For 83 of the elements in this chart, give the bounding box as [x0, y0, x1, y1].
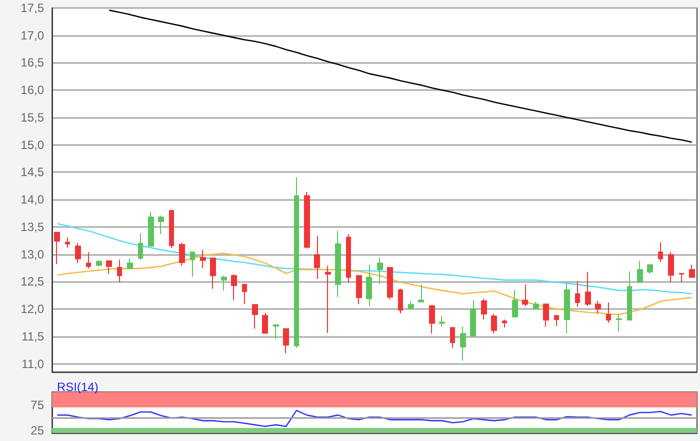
y-tick-label: 16,5	[20, 56, 44, 70]
candlestick	[470, 300, 476, 336]
candlestick	[491, 313, 497, 334]
y-tick-label: 25	[30, 423, 44, 438]
candlestick	[502, 318, 507, 328]
candlestick	[585, 271, 591, 306]
candlestick	[221, 275, 227, 291]
candlestick	[283, 328, 289, 354]
candlestick	[522, 284, 528, 307]
candlestick	[179, 242, 185, 266]
candlestick	[418, 284, 424, 302]
candlestick	[575, 280, 580, 308]
y-tick-label: 75	[30, 398, 44, 412]
candlestick	[658, 242, 663, 262]
chart-title: RSI(14)	[57, 380, 98, 394]
candlestick	[543, 304, 549, 328]
candlestick	[637, 260, 643, 283]
candlestick	[398, 288, 403, 314]
candlestick	[460, 326, 466, 362]
candlestick	[96, 260, 102, 267]
candlestick	[554, 315, 559, 327]
y-tick-label: 16,0	[20, 83, 44, 98]
candlestick	[335, 230, 341, 298]
candlestick	[533, 301, 539, 310]
y-tick-label: 11,5	[22, 329, 44, 344]
y-tick-label: 17,5	[20, 1, 44, 15]
candlestick	[127, 258, 133, 270]
candlestick	[647, 264, 653, 274]
candlestick	[450, 327, 455, 348]
candlestick	[325, 265, 331, 334]
candlestick	[564, 282, 570, 334]
candlestick	[148, 212, 154, 247]
line-series	[56, 410, 692, 427]
y-tick-label: 14,0	[20, 192, 44, 207]
candlestick	[595, 300, 601, 314]
candlestick	[86, 252, 91, 270]
candlestick	[54, 232, 60, 265]
candlestick	[200, 249, 206, 268]
candlestick	[190, 252, 195, 278]
candlestick	[158, 214, 164, 235]
candlestick	[512, 289, 518, 318]
candlestick	[366, 264, 372, 307]
candlestick	[210, 258, 216, 290]
candlestick	[138, 232, 143, 260]
y-tick-label: 15,5	[20, 110, 44, 124]
y-tick-label: 11,0	[22, 356, 44, 371]
y-tick-label: 13,0	[20, 247, 44, 262]
candlestick	[346, 234, 351, 284]
candlestick	[387, 266, 393, 300]
candlestick	[242, 284, 247, 305]
y-tick-label: 17,0	[20, 28, 44, 42]
candlestick	[294, 176, 299, 348]
candlestick	[439, 316, 445, 328]
line-series	[56, 223, 692, 294]
line-series	[56, 252, 692, 316]
candlestick	[117, 259, 122, 283]
candlestick	[304, 191, 310, 249]
candlestick	[356, 275, 362, 305]
y-tick-label: 12,5	[20, 274, 44, 289]
candlestick	[616, 314, 622, 332]
candlestick	[408, 300, 414, 310]
candlestick	[679, 272, 684, 283]
candlestick	[314, 235, 320, 280]
candlestick	[273, 324, 279, 340]
candlestick	[627, 270, 632, 320]
candlestick	[231, 274, 237, 301]
y-tick-label: 13,5	[20, 220, 44, 234]
candlestick	[75, 242, 81, 264]
candlestick	[429, 305, 435, 334]
candlestick	[262, 312, 268, 334]
candlestick	[668, 252, 674, 283]
candlestick	[65, 236, 70, 248]
line-series	[108, 10, 692, 143]
candlestick	[481, 298, 487, 320]
y-tick-label: 14,5	[20, 165, 44, 180]
candlestick	[689, 264, 695, 278]
candlestick	[606, 302, 611, 324]
candlestick	[377, 257, 383, 284]
candlestick	[106, 260, 112, 275]
candlestick	[252, 304, 258, 330]
y-tick-label: 15,0	[20, 138, 44, 152]
candlestick	[169, 210, 174, 249]
y-tick-label: 12,0	[20, 302, 44, 316]
